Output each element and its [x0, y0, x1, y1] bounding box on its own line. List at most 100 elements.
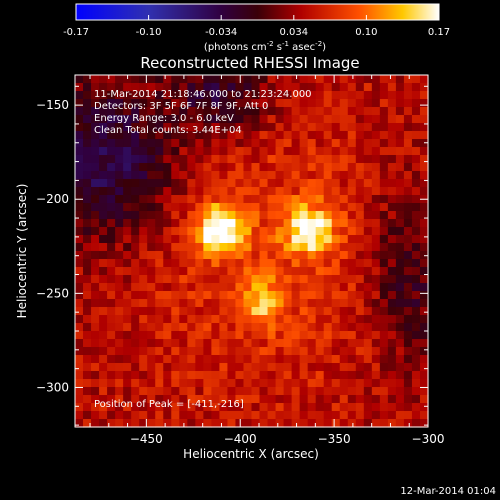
heatmap-cell [139, 339, 148, 348]
heatmap-cell [411, 131, 421, 140]
heatmap-cell [347, 219, 357, 228]
heatmap-cell [227, 363, 237, 372]
heatmap-cell [163, 243, 172, 252]
heatmap-cell [115, 347, 124, 356]
heatmap-cell [179, 235, 188, 244]
heatmap-cell [419, 147, 429, 156]
heatmap-cell [91, 171, 100, 180]
heatmap-cell [91, 411, 100, 420]
heatmap-cell [323, 179, 333, 188]
heatmap-cell [259, 211, 269, 220]
heatmap-cell [187, 163, 196, 172]
heatmap-cell [299, 299, 309, 308]
heatmap-cell [75, 123, 84, 132]
heatmap-cell [323, 171, 333, 180]
heatmap-cell [123, 323, 132, 332]
heatmap-cell [275, 243, 285, 252]
heatmap-cell [99, 267, 108, 276]
heatmap-cell [411, 363, 421, 372]
heatmap-cell [131, 171, 140, 180]
heatmap-cell [363, 203, 373, 212]
heatmap-cell [83, 115, 92, 124]
heatmap-cell [211, 195, 221, 204]
heatmap-cell [331, 355, 341, 364]
heatmap-cell [387, 267, 397, 276]
heatmap-cell [235, 275, 245, 284]
heatmap-cell [107, 395, 116, 404]
heatmap-cell [163, 411, 172, 420]
heatmap-cell [275, 315, 285, 324]
heatmap-cell [331, 131, 341, 140]
heatmap-cell [411, 347, 421, 356]
heatmap-cell [299, 307, 309, 316]
heatmap-cell [411, 99, 421, 108]
heatmap-cell [83, 147, 92, 156]
heatmap-cell [267, 315, 277, 324]
heatmap-cell [179, 371, 188, 380]
heatmap-cell [123, 307, 132, 316]
heatmap-cell [139, 211, 148, 220]
heatmap-cell [411, 251, 421, 260]
heatmap-cell [419, 291, 429, 300]
heatmap-cell [131, 275, 140, 284]
heatmap-cell [291, 251, 301, 260]
heatmap-cell [211, 299, 221, 308]
heatmap-cell [275, 75, 285, 84]
heatmap-cell [123, 107, 132, 116]
heatmap-cell [339, 147, 349, 156]
heatmap-cell [411, 187, 421, 196]
heatmap-cell [219, 379, 229, 388]
heatmap-cell [307, 355, 317, 364]
heatmap-cell [379, 419, 389, 428]
heatmap-cell [203, 83, 212, 92]
heatmap-cell [227, 243, 237, 252]
heatmap-cell [195, 211, 204, 220]
heatmap-cell [203, 163, 212, 172]
heatmap-cell [259, 283, 269, 292]
heatmap-cell [155, 291, 164, 300]
heatmap-cell [267, 155, 277, 164]
heatmap-cell [211, 251, 221, 260]
heatmap-cell [371, 131, 381, 140]
heatmap-cell [187, 123, 196, 132]
heatmap-cell [363, 403, 373, 412]
heatmap-cell [219, 171, 229, 180]
heatmap-cell [339, 299, 349, 308]
heatmap-cell [291, 147, 301, 156]
heatmap-cell [299, 123, 309, 132]
heatmap-cell [315, 323, 325, 332]
heatmap-cell [347, 363, 357, 372]
heatmap-cell [139, 155, 148, 164]
heatmap-cell [379, 139, 389, 148]
heatmap-cell [179, 267, 188, 276]
heatmap-cell [171, 195, 180, 204]
heatmap-cell [203, 299, 212, 308]
heatmap-cell [323, 339, 333, 348]
heatmap-cell [307, 163, 317, 172]
heatmap-cell [171, 243, 180, 252]
heatmap-cell [179, 299, 188, 308]
heatmap-cell [203, 283, 212, 292]
heatmap-cell [83, 363, 92, 372]
heatmap-cell [91, 363, 100, 372]
heatmap-cell [323, 299, 333, 308]
heatmap-cell [323, 267, 333, 276]
heatmap-cell [251, 379, 261, 388]
heatmap-cell [171, 307, 180, 316]
heatmap-cell [323, 203, 333, 212]
heatmap-cell [299, 387, 309, 396]
heatmap-cell [403, 115, 413, 124]
heatmap-cell [395, 403, 405, 412]
heatmap-cell [395, 171, 405, 180]
heatmap-cell [283, 411, 293, 420]
heatmap-cell [371, 387, 381, 396]
heatmap-cell [219, 243, 229, 252]
heatmap-cell [419, 339, 429, 348]
heatmap-cell [395, 251, 405, 260]
heatmap-cell [403, 291, 413, 300]
heatmap-cell [235, 107, 245, 116]
heatmap-cell [75, 419, 84, 428]
heatmap-cell [139, 243, 148, 252]
heatmap-cell [219, 363, 229, 372]
heatmap-cell [395, 363, 405, 372]
